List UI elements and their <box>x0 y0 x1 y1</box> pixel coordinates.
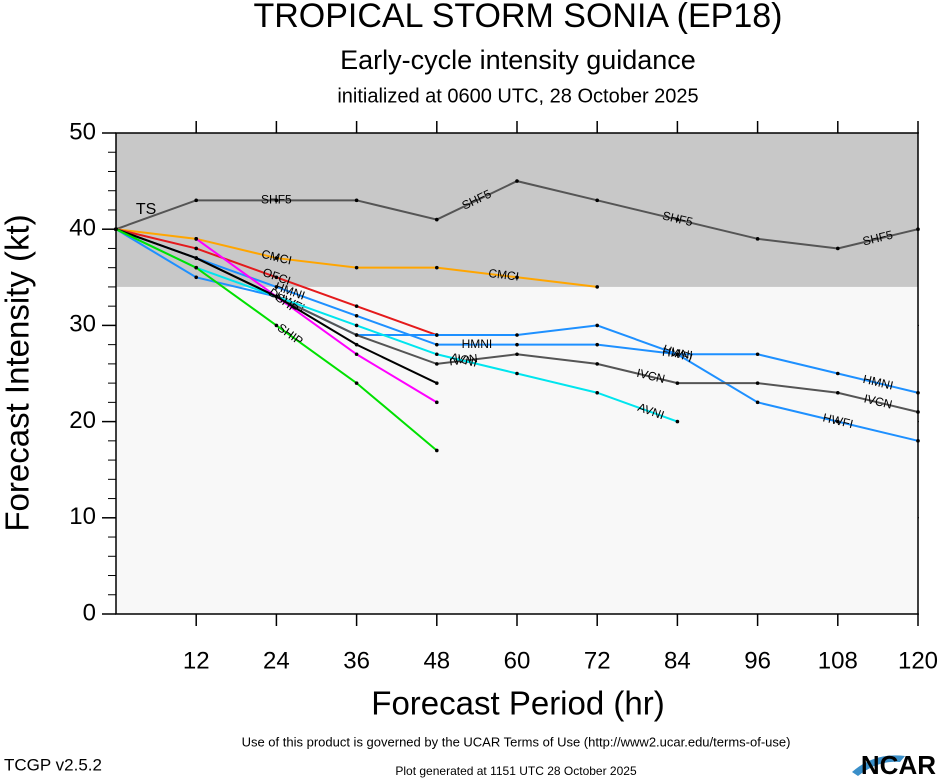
data-point <box>354 352 359 357</box>
data-point <box>916 410 920 414</box>
y-tick-label: 30 <box>69 311 96 338</box>
data-point <box>354 381 359 385</box>
data-point <box>435 448 439 453</box>
data-point <box>114 227 118 231</box>
data-point <box>194 198 198 203</box>
data-point <box>274 275 279 280</box>
data-point <box>675 419 680 424</box>
data-point <box>194 275 198 280</box>
x-tick-label: 72 <box>584 647 611 674</box>
data-point <box>354 304 359 308</box>
data-point <box>836 419 840 424</box>
data-point <box>755 352 760 357</box>
x-tick-label: 12 <box>183 647 210 674</box>
data-point <box>675 217 680 222</box>
data-point <box>274 198 279 203</box>
data-point <box>515 179 519 183</box>
data-point <box>515 333 519 337</box>
data-point <box>194 256 198 260</box>
series-label: HMNI <box>862 372 895 393</box>
data-point <box>354 333 359 337</box>
data-point <box>354 323 359 328</box>
x-tick-label: 24 <box>263 647 290 674</box>
data-point <box>435 342 439 347</box>
data-point <box>595 362 599 366</box>
data-point <box>194 265 198 270</box>
data-point <box>274 256 279 260</box>
data-point <box>675 352 680 357</box>
x-tick-label: 84 <box>664 647 691 674</box>
data-point <box>836 390 840 395</box>
data-point <box>515 275 519 280</box>
data-point <box>274 294 279 299</box>
intensity-band <box>116 133 918 287</box>
series-label: CMCI <box>260 247 293 268</box>
series-line <box>115 228 678 423</box>
logo: NCAR <box>861 750 936 780</box>
series-label: SHF5 <box>261 193 292 207</box>
series-label: IVCN <box>635 366 666 386</box>
x-tick-label: 48 <box>423 647 450 674</box>
data-point <box>675 381 680 385</box>
data-point <box>354 313 359 318</box>
data-point <box>435 400 439 405</box>
data-point <box>194 237 198 241</box>
data-point <box>595 198 599 203</box>
data-point <box>515 371 519 376</box>
data-point <box>354 198 359 203</box>
x-tick-label: 120 <box>898 647 938 674</box>
x-axis-label: Forecast Period (hr) <box>371 685 664 722</box>
version: TCGP v2.5.2 <box>4 755 102 774</box>
series-label: IVCN <box>863 391 894 411</box>
data-point <box>916 390 920 395</box>
data-point <box>836 371 840 376</box>
data-point <box>435 381 439 385</box>
data-point <box>595 323 599 328</box>
x-tick-label: 60 <box>504 647 531 674</box>
data-point <box>274 285 279 289</box>
series-label: HWFI <box>821 410 854 431</box>
data-point <box>354 265 359 270</box>
terms: Use of this product is governed by the U… <box>242 734 791 749</box>
y-tick-label: 20 <box>69 407 96 434</box>
data-point <box>515 352 519 357</box>
data-point <box>755 400 760 405</box>
y-axis-label: Forecast Intensity (kt) <box>0 214 36 531</box>
data-point <box>595 285 599 289</box>
x-tick-label: 96 <box>744 647 771 674</box>
chart-title: TROPICAL STORM SONIA (EP18) <box>253 0 782 35</box>
data-point <box>274 323 279 328</box>
data-point <box>916 227 920 231</box>
x-tick-label: 108 <box>818 647 858 674</box>
y-tick-label: 10 <box>69 503 96 530</box>
band-label: TS <box>136 201 156 218</box>
y-tick-label: 50 <box>69 118 96 145</box>
series-label: HMNI <box>462 337 493 351</box>
data-point <box>836 246 840 251</box>
data-point <box>755 381 760 385</box>
series-label: CMCI <box>488 266 520 284</box>
data-point <box>435 362 439 366</box>
data-point <box>435 333 439 337</box>
x-tick-label: 36 <box>343 647 370 674</box>
series-line <box>195 238 438 404</box>
data-point <box>354 342 359 347</box>
chart-subtitle: Early-cycle intensity guidance <box>340 45 696 75</box>
generated: Plot generated at 1151 UTC 28 October 20… <box>395 764 637 778</box>
data-point <box>595 342 599 347</box>
data-point <box>435 352 439 357</box>
data-point <box>916 439 920 443</box>
data-point <box>194 246 198 251</box>
data-point <box>755 237 760 241</box>
y-tick-label: 40 <box>69 215 96 242</box>
data-point <box>435 217 439 222</box>
data-point <box>435 265 439 270</box>
series-label: AVNI <box>449 350 479 370</box>
y-tick-label: 0 <box>83 599 96 626</box>
data-point <box>515 342 519 347</box>
logo-swoosh <box>852 755 905 776</box>
data-point <box>595 390 599 395</box>
init-time: initialized at 0600 UTC, 28 October 2025 <box>337 85 698 107</box>
